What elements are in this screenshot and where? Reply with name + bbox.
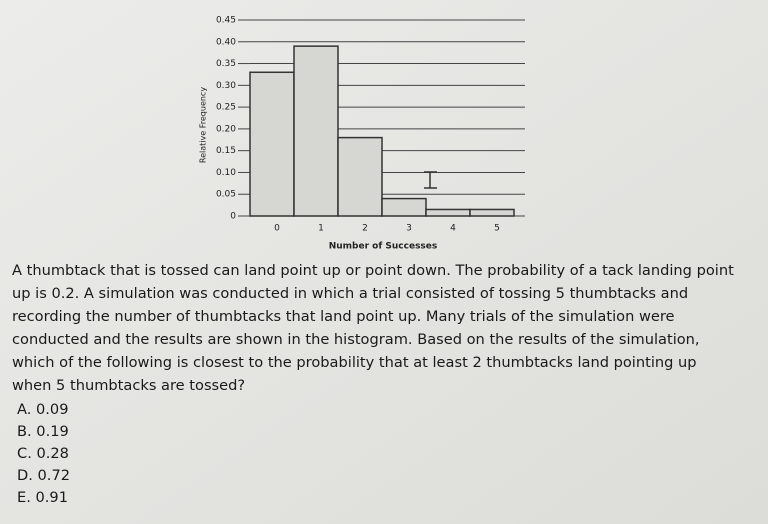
answer-option: D. 0.72 bbox=[17, 467, 70, 484]
x-tick-label: 2 bbox=[362, 224, 368, 234]
bar bbox=[337, 136, 383, 217]
y-tick-label: 0.25 bbox=[216, 103, 236, 113]
bar bbox=[293, 45, 339, 217]
bar bbox=[249, 71, 295, 217]
y-tick-label: 0 bbox=[230, 212, 236, 222]
answer-option: B. 0.19 bbox=[17, 423, 69, 440]
answer-option: C. 0.28 bbox=[17, 445, 69, 462]
answer-option: A. 0.09 bbox=[17, 401, 69, 418]
y-tick-label: 0.40 bbox=[216, 37, 236, 47]
histogram: 0 0.05 0.10 0.15 0.20 0.25 0.30 0.35 0.40 0.45 0 1 2… bbox=[216, 16, 525, 234]
hand-drawn-mark bbox=[424, 171, 437, 189]
x-tick-label: 4 bbox=[450, 224, 456, 234]
y-tick-label: 0.20 bbox=[216, 124, 236, 134]
question-line: A thumbtack that is tossed can land poin… bbox=[12, 262, 734, 279]
bar bbox=[425, 208, 471, 217]
question-line: up is 0.2. A simulation was conducted in… bbox=[12, 285, 688, 302]
question-line: when 5 thumbtacks are tossed? bbox=[12, 377, 245, 394]
y-tick-label: 0.45 bbox=[216, 16, 236, 26]
x-tick-label: 0 bbox=[274, 224, 280, 234]
y-tick-label: 0.35 bbox=[216, 59, 236, 69]
x-tick-label: 1 bbox=[318, 224, 324, 234]
x-tick-label: 5 bbox=[494, 224, 500, 234]
x-tick-label: 3 bbox=[406, 224, 412, 234]
question-line: conducted and the results are shown in t… bbox=[12, 331, 700, 348]
x-axis-label: Number of Successes bbox=[329, 242, 438, 252]
y-tick-label: 0.05 bbox=[216, 190, 236, 200]
answer-option: E. 0.91 bbox=[17, 489, 68, 506]
question: A thumbtack that is tossed can land poin… bbox=[12, 262, 734, 506]
y-tick-label: 0.30 bbox=[216, 81, 236, 91]
question-line: which of the following is closest to the… bbox=[12, 354, 697, 371]
question-line: recording the number of thumbtacks that … bbox=[12, 308, 675, 325]
y-tick-label: 0.10 bbox=[216, 168, 236, 178]
y-axis-label: Relative Frequency bbox=[199, 87, 208, 163]
bar bbox=[381, 197, 427, 217]
y-tick-label: 0.15 bbox=[216, 146, 236, 156]
bar bbox=[469, 208, 515, 217]
